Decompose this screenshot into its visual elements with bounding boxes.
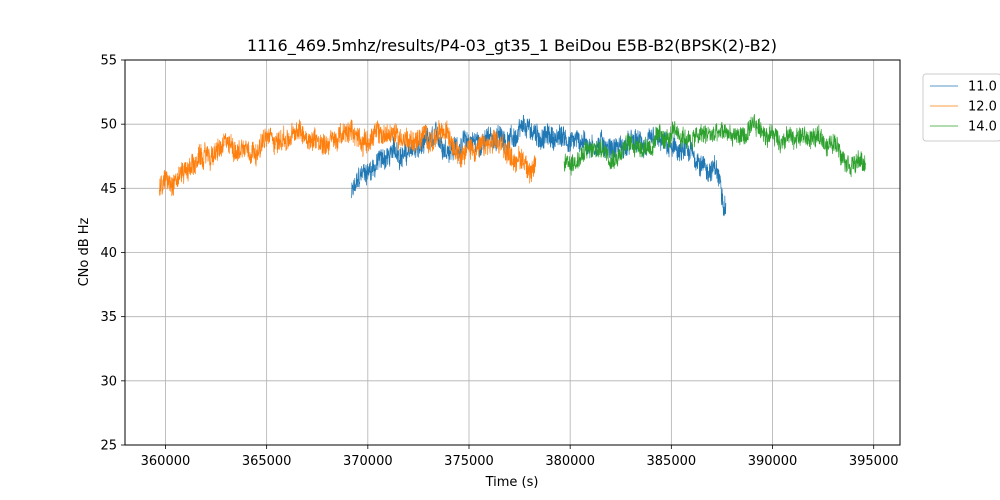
y-tick-label: 25 [100, 439, 117, 454]
legend: 11.0 12.0 14.0 [922, 73, 1000, 142]
series-line-14.0 [563, 113, 866, 178]
x-tick-label: 385000 [647, 454, 697, 469]
y-tick-label: 30 [100, 374, 117, 389]
chart-title: 1116_469.5mhz/results/P4-03_gt35_1 BeiDo… [247, 36, 777, 56]
x-tick-label: 365000 [242, 454, 292, 469]
y-tick-label: 40 [100, 246, 117, 261]
x-tick-label: 390000 [748, 454, 798, 469]
legend-label: 12.0 [968, 100, 997, 115]
legend-label: 14.0 [968, 120, 997, 135]
x-axis-label: Time (s) [485, 475, 539, 490]
y-axis-label: CNo dB Hz [77, 217, 92, 286]
y-tick-label: 45 [100, 182, 117, 197]
x-tick-label: 360000 [141, 454, 191, 469]
x-tick-label: 380000 [545, 454, 595, 469]
x-tick-label: 395000 [849, 454, 899, 469]
x-tick-label: 375000 [444, 454, 494, 469]
x-tick-label: 370000 [343, 454, 393, 469]
grid-lines [125, 59, 900, 446]
y-tick-label: 55 [100, 54, 117, 69]
legend-box [922, 73, 1000, 142]
axis-ticks: 360000 365000 370000 375000 380000 385000 3900… [100, 54, 898, 470]
series-line-12.0 [159, 119, 537, 197]
series-group [159, 113, 866, 217]
y-tick-label: 35 [100, 310, 117, 325]
y-tick-label: 50 [100, 118, 117, 133]
legend-label: 11.0 [968, 80, 997, 95]
